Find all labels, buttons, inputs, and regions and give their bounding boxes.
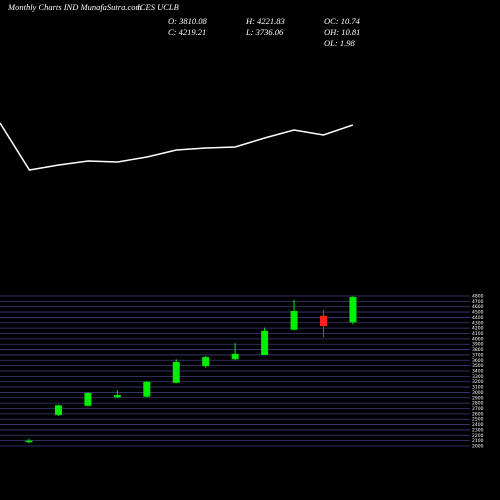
stat: O: 3810.08 (168, 16, 207, 26)
y-tick-label: 3200 (472, 379, 484, 385)
y-tick-label: 2300 (472, 427, 484, 433)
candle-body (349, 297, 357, 323)
y-tick-label: 2200 (472, 433, 484, 439)
candle-body (143, 381, 151, 397)
y-tick-label: 4500 (472, 310, 484, 316)
y-tick-label: 3800 (472, 347, 484, 353)
y-tick-label: 2600 (472, 411, 484, 417)
stat: C: 4219.21 (168, 27, 206, 37)
site-title: Monthly Charts IND MunafaSutra.com (7, 2, 142, 12)
y-tick-label: 2900 (472, 395, 484, 401)
y-tick-label: 3100 (472, 385, 484, 391)
y-tick-label: 3500 (472, 363, 484, 369)
y-tick-label: 4600 (472, 304, 484, 310)
candle-body (320, 315, 327, 326)
stat: H: 4221.83 (245, 16, 285, 26)
y-tick-label: 3700 (472, 352, 484, 358)
y-tick-label: 2700 (472, 406, 484, 412)
stat: OH: 10.81 (324, 27, 360, 37)
candle-body (231, 353, 239, 360)
stat: OL: 1.98 (324, 38, 355, 48)
y-tick-label: 4000 (472, 336, 484, 342)
y-tick-label: 2000 (472, 444, 484, 450)
candle-body (84, 392, 92, 406)
candle-body (290, 311, 298, 330)
y-tick-label: 3900 (472, 342, 484, 348)
line (0, 122, 354, 171)
stat: OC: 10.74 (324, 16, 361, 26)
y-tick-label: 2800 (472, 401, 484, 407)
y-tick-label: 3300 (472, 374, 484, 380)
y-tick-label: 4700 (472, 299, 484, 305)
y-tick-label: 2500 (472, 417, 484, 423)
y-tick-label: 3600 (472, 358, 484, 364)
y-tick-label: 2100 (472, 438, 484, 444)
candle-body (25, 440, 33, 443)
y-tick-label: 3400 (472, 369, 484, 375)
candle-body (172, 361, 180, 383)
candle-body (113, 395, 121, 398)
y-tick-label: 2400 (472, 422, 484, 428)
candle-body (261, 330, 269, 355)
y-tick-label: 4800 (472, 294, 484, 300)
candle-body (202, 357, 210, 367)
y-tick-label: 4400 (472, 315, 484, 321)
y-tick-label: 3000 (472, 390, 484, 396)
y-tick-label: 4300 (472, 320, 484, 326)
y-tick-label: 4200 (472, 326, 484, 332)
stat: L: 3736.06 (245, 27, 284, 37)
symbol: ICES UCLB (136, 2, 179, 12)
y-tick-label: 4100 (472, 331, 484, 337)
candle-body (54, 405, 62, 415)
